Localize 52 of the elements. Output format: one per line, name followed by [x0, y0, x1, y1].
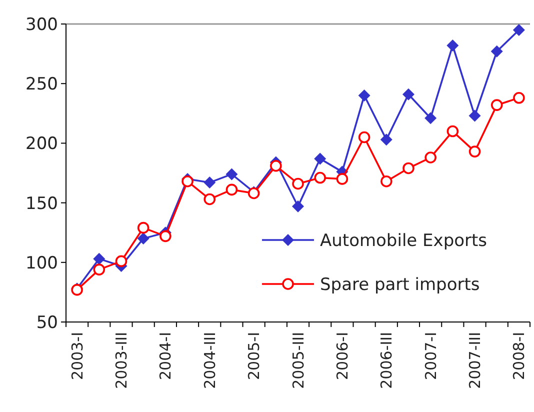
point [424, 112, 437, 124]
y-tick-label: 100 [26, 253, 58, 274]
point [358, 131, 370, 144]
point [468, 110, 481, 122]
x-tick-label: 2008-I [510, 332, 528, 380]
point [182, 175, 194, 188]
x-tick-label: 2007-III [466, 332, 484, 389]
legend-label: Spare part imports [320, 274, 480, 295]
y-tick-label: 300 [26, 14, 58, 35]
point [270, 160, 282, 172]
point [314, 172, 326, 184]
point [226, 184, 238, 196]
x-tick-label: 2006-III [378, 332, 396, 389]
point [137, 222, 150, 234]
point [380, 134, 392, 146]
point [160, 230, 172, 242]
y-tick-label: 250 [26, 74, 58, 95]
point [468, 146, 481, 158]
point [513, 92, 525, 104]
point [93, 252, 106, 265]
point [512, 24, 525, 36]
x-tick-label: 2006-I [333, 332, 352, 380]
x-tick-label: 2005-I [245, 332, 264, 380]
point [424, 152, 436, 164]
point [402, 88, 414, 100]
x-tick-label: 2003-III [112, 332, 130, 389]
point [292, 178, 304, 190]
x-tick-label: 2005-III [289, 332, 308, 389]
y-tick-label: 50 [36, 312, 58, 333]
point [314, 152, 326, 165]
point [402, 162, 414, 174]
point [226, 168, 238, 180]
y-tick-label: 150 [26, 194, 58, 214]
point [115, 255, 128, 268]
point [93, 264, 106, 276]
point [137, 232, 150, 245]
point [358, 90, 370, 102]
x-tick-label: 2007-I [422, 332, 440, 380]
point [292, 200, 304, 212]
point [446, 125, 459, 138]
point [380, 175, 392, 188]
point [204, 176, 216, 189]
point [336, 173, 348, 185]
y-tick-label: 200 [26, 134, 58, 154]
point [490, 99, 503, 111]
point [204, 193, 216, 206]
x-tick-label: 2004-III [200, 332, 219, 389]
legend-label: Automobile Exports [320, 230, 488, 251]
point [490, 45, 503, 58]
x-tick-label: 2004-I [156, 332, 175, 380]
x-tick-label: 2003-I [68, 332, 86, 380]
point [446, 39, 459, 52]
